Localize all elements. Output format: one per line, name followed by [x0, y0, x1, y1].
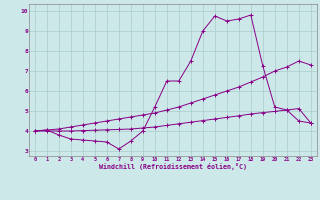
X-axis label: Windchill (Refroidissement éolien,°C): Windchill (Refroidissement éolien,°C) — [99, 163, 247, 170]
